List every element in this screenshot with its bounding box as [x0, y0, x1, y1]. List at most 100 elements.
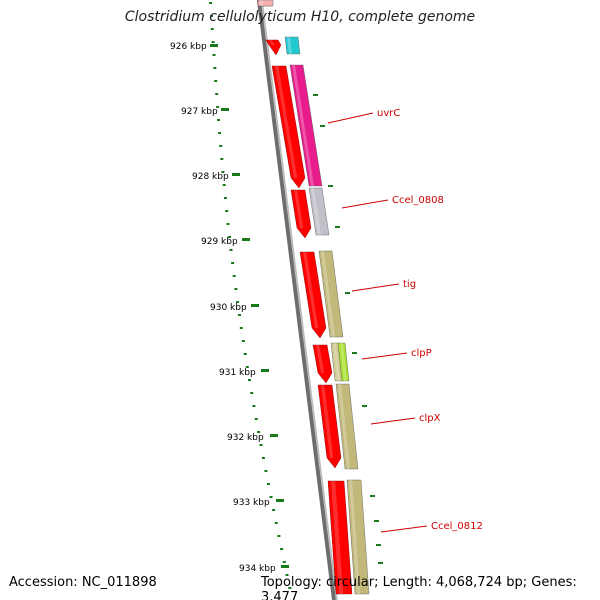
- cds-arrow: [271, 65, 306, 189]
- cds-arrow-shade: [321, 385, 334, 458]
- kbp-tick: [281, 565, 289, 568]
- gc-tick: [229, 249, 233, 251]
- gc-tick: [267, 483, 270, 485]
- gc-tick: [225, 210, 229, 212]
- gc-tick: [219, 145, 223, 147]
- kbp-label: 930 kbp: [210, 303, 247, 313]
- gene-block: [335, 383, 359, 470]
- gene-label-line: [380, 525, 428, 533]
- kbp-tick: [251, 304, 259, 307]
- gene-block: [308, 187, 330, 236]
- gene-block: [284, 36, 301, 55]
- gc-tick: [234, 288, 238, 290]
- gc-tick: [220, 158, 224, 160]
- gene-block: [289, 64, 323, 187]
- gc-tick: [280, 548, 284, 550]
- gene-block-shade: [321, 251, 335, 337]
- gc-tick: [320, 125, 325, 127]
- gc-tick: [259, 444, 263, 446]
- gc-tick: [285, 574, 289, 576]
- gc-tick: [252, 405, 256, 407]
- cds-arrow-shade: [331, 481, 344, 594]
- gene-label: tig: [403, 279, 416, 290]
- gene-block-shade: [311, 188, 321, 235]
- gc-tick: [209, 2, 213, 4]
- kbp-tick: [242, 238, 250, 241]
- gc-tick: [274, 522, 278, 524]
- gc-tick: [277, 535, 281, 537]
- cds-arrow: [290, 189, 312, 239]
- gc-tick: [269, 496, 273, 498]
- gene-label: clpX: [419, 413, 441, 424]
- cds-arrow: [317, 384, 342, 469]
- gene-block-shade: [333, 343, 340, 381]
- cds-arrow: [327, 480, 353, 595]
- kbp-tick: [210, 44, 218, 47]
- gene-block: [337, 342, 350, 382]
- gc-tick: [222, 184, 226, 186]
- gc-tick: [257, 431, 261, 433]
- cds-arrow: [265, 39, 282, 56]
- gc-tick: [362, 405, 367, 407]
- gc-tick: [211, 41, 215, 43]
- kbp-tick: [276, 499, 284, 502]
- backbone-highlight: [261, 0, 338, 600]
- cds-arrow-shade: [294, 190, 304, 228]
- gc-tick: [221, 171, 225, 173]
- gene-block-shade: [260, 0, 263, 6]
- gc-tick: [214, 80, 218, 82]
- gc-tick: [313, 94, 318, 96]
- gc-tick: [370, 495, 375, 497]
- gc-tick: [272, 509, 276, 511]
- gene-label: Ccel_0808: [392, 195, 444, 206]
- cds-arrow-shade: [275, 66, 298, 178]
- gc-tick: [261, 457, 265, 459]
- kbp-tick: [232, 173, 240, 176]
- gc-tick: [215, 93, 219, 95]
- cds-arrow-shade: [316, 345, 325, 373]
- gene-label-line: [361, 352, 408, 360]
- gc-tick: [376, 544, 381, 546]
- gc-tick: [282, 561, 286, 563]
- gene-block: [318, 250, 344, 338]
- gene-block-shade: [292, 65, 314, 186]
- gc-tick: [250, 392, 254, 394]
- gc-tick: [245, 366, 249, 368]
- gc-tick: [213, 67, 217, 69]
- backbone: [257, 0, 338, 600]
- kbp-axis-labels: 926 kbp 927 kbp 928 kbp 929 kbp 930 kbp 931 k…: [170, 42, 289, 574]
- gc-tick: [232, 275, 236, 277]
- kbp-tick: [221, 108, 229, 111]
- gc-tick: [218, 132, 222, 134]
- gene-label-line: [341, 199, 389, 209]
- kbp-label: 933 kbp: [233, 498, 270, 508]
- gene-block-shade: [287, 37, 292, 54]
- kbp-label: 927 kbp: [181, 107, 218, 117]
- gc-tick: [254, 418, 258, 420]
- cds-arrow: [312, 344, 333, 384]
- gc-tick: [236, 301, 240, 303]
- gc-tick: [239, 327, 243, 329]
- gene-label-line: [327, 112, 374, 124]
- gene-label: clpP: [411, 348, 432, 359]
- genome-summary-text: Topology: circular; Length: 4,068,724 bp…: [261, 575, 577, 600]
- cds-arrow-shade: [303, 252, 319, 328]
- gc-tick: [288, 587, 292, 589]
- kbp-tick: [270, 434, 278, 437]
- gene-track: [257, 0, 370, 595]
- gene-label: Ccel_0812: [431, 521, 483, 532]
- kbp-tick: [261, 369, 269, 372]
- gc-tick: [374, 520, 379, 522]
- gc-tick: [352, 352, 357, 354]
- kbp-label: 928 kbp: [192, 172, 229, 182]
- gc-tick: [241, 340, 245, 342]
- gc-content-ticks: [209, 2, 383, 589]
- gc-tick: [210, 15, 213, 17]
- gc-tick: [335, 226, 340, 228]
- gc-tick: [248, 379, 251, 381]
- gc-tick: [238, 314, 241, 316]
- gc-tick: [378, 562, 383, 564]
